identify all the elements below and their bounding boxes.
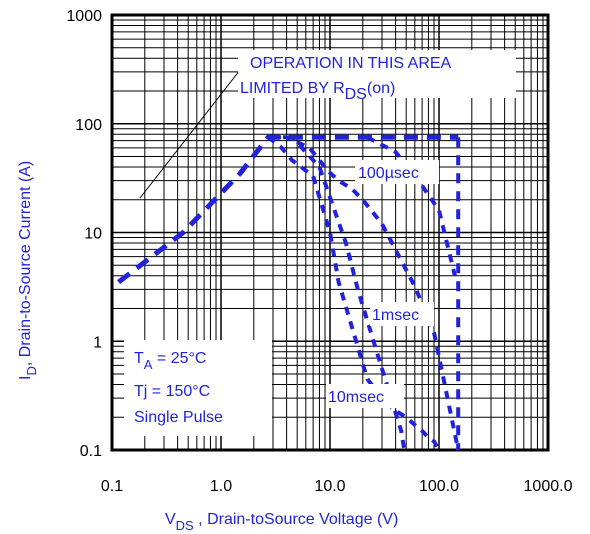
x-tick-label: 0.1 [101,478,123,495]
label-1ms: 1msec [372,307,419,324]
tick-labels: 0.1 1.0 10.0 100.0 1000.0 0.1 1 10 100 1000 [66,8,572,495]
condition-pulse: Single Pulse [134,409,223,426]
soa-curve-0 [117,134,459,285]
condition-ta: TA = 25°C [134,350,206,372]
x-tick-label: 100.0 [419,478,459,495]
soa-curve-5 [366,135,457,277]
annotation-leader-line [139,69,241,199]
conditions-box-bg [124,340,272,436]
y-tick-label: 100 [75,117,102,134]
operation-line-2: LIMITED BY RDS(on) [240,80,395,103]
y-tick-label: 1 [93,334,102,351]
label-1ms-group: 1msec [370,302,434,326]
x-tick-label: 1.0 [210,478,232,495]
y-tick-label: 0.1 [80,443,102,460]
x-tick-label: 10.0 [314,478,345,495]
y-tick-label: 10 [84,226,102,243]
x-axis-label: VDS , Drain-toSource Voltage (V) [165,511,398,533]
plot-frame [110,13,550,452]
y-axis-label: ID, Drain-to-Source Current (A) [17,161,39,380]
condition-tj: Tj = 150°C [134,383,210,400]
label-100us-group: 100µsec [355,160,439,184]
label-100us: 100µsec [358,165,419,182]
soa-curve-4 [266,135,441,452]
y-tick-label: 1000 [66,8,102,25]
operation-annotation: OPERATION IN THIS AREA LIMITED BY RDS(on… [238,50,516,103]
label-10ms-group: 10msec [326,384,404,408]
operation-annotation-bg [238,50,516,98]
soa-curve-2 [268,135,461,451]
curves-layer [117,134,461,452]
conditions-box: TA = 25°C Tj = 150°C Single Pulse [124,340,272,436]
label-10ms: 10msec [328,389,384,406]
operation-line-1: OPERATION IN THIS AREA [250,55,452,72]
x-tick-label: 1000.0 [524,478,573,495]
